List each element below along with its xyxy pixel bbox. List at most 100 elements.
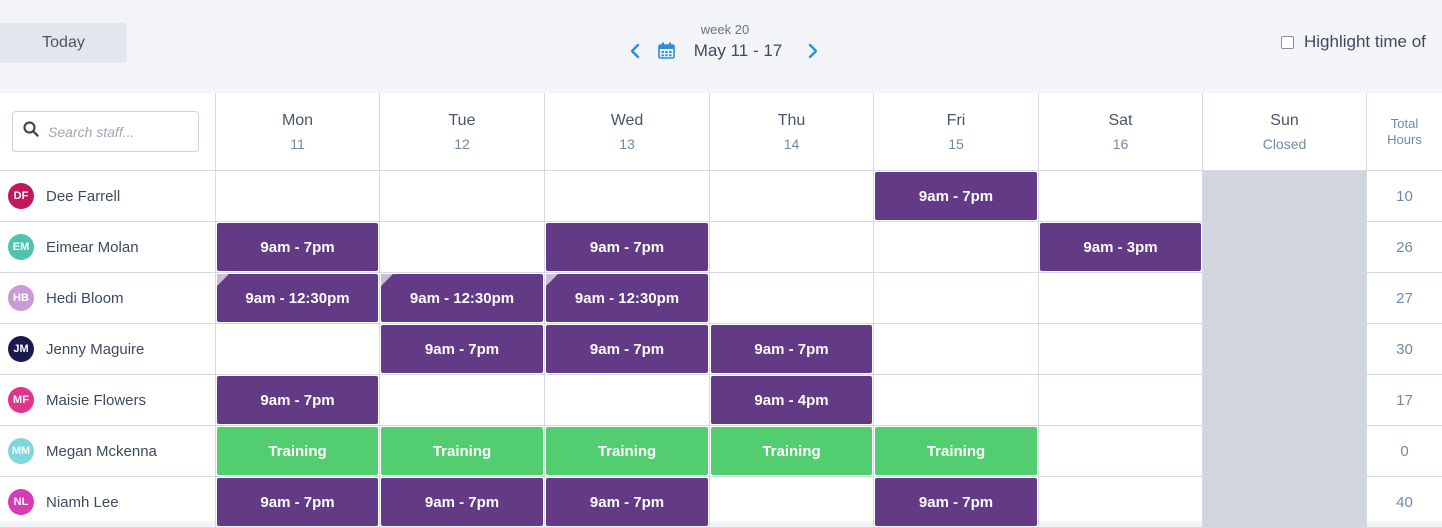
day-cell[interactable]: 9am - 7pm — [380, 324, 545, 375]
search-input[interactable] — [48, 123, 188, 140]
day-cell[interactable] — [380, 375, 545, 426]
staff-name-cell[interactable]: NL Niamh Lee — [0, 477, 216, 528]
day-cell[interactable] — [1039, 426, 1203, 477]
staff-name-cell[interactable]: MM Megan Mckenna — [0, 426, 216, 477]
day-cell[interactable] — [1039, 273, 1203, 324]
day-cell[interactable] — [874, 273, 1039, 324]
staff-name: Hedi Bloom — [46, 289, 124, 307]
day-cell[interactable] — [545, 375, 710, 426]
day-cell[interactable]: 9am - 7pm — [545, 222, 710, 273]
day-cell[interactable]: 9am - 7pm — [216, 375, 380, 426]
day-cell[interactable] — [1039, 375, 1203, 426]
day-cell[interactable] — [1039, 324, 1203, 375]
chevron-right-icon[interactable] — [804, 40, 822, 62]
day-cell[interactable] — [874, 375, 1039, 426]
day-cell[interactable] — [710, 273, 874, 324]
day-cell[interactable] — [545, 171, 710, 222]
day-cell[interactable] — [710, 171, 874, 222]
day-header-wed: Wed 13 — [545, 93, 710, 171]
shift-block[interactable]: 9am - 4pm — [711, 376, 872, 424]
shift-block[interactable]: 9am - 7pm — [381, 325, 543, 373]
chevron-left-icon[interactable] — [626, 40, 644, 62]
day-cell[interactable] — [874, 324, 1039, 375]
training-block[interactable]: Training — [546, 427, 708, 475]
day-number: 15 — [948, 135, 964, 152]
shift-label: 9am - 12:30pm — [409, 289, 515, 307]
day-cell[interactable]: 9am - 4pm — [710, 375, 874, 426]
day-cell[interactable]: 9am - 12:30pm — [216, 273, 380, 324]
shift-label: 9am - 7pm — [918, 187, 994, 205]
highlight-time-off-toggle[interactable]: Highlight time of — [1281, 32, 1426, 52]
day-cell[interactable]: Training — [545, 426, 710, 477]
date-range[interactable]: May 11 - 17 — [693, 41, 783, 60]
day-name: Thu — [777, 111, 806, 129]
staff-name: Eimear Molan — [46, 238, 139, 256]
day-number: 11 — [290, 135, 305, 152]
search-box[interactable] — [12, 111, 199, 152]
day-cell[interactable]: 9am - 7pm — [874, 477, 1039, 528]
staff-name-cell[interactable]: MF Maisie Flowers — [0, 375, 216, 426]
day-cell[interactable]: 9am - 7pm — [216, 222, 380, 273]
training-block[interactable]: Training — [217, 427, 378, 475]
day-cell[interactable]: 9am - 12:30pm — [545, 273, 710, 324]
staff-name: Niamh Lee — [46, 493, 119, 511]
day-number: 16 — [1112, 135, 1129, 152]
day-cell[interactable]: Training — [874, 426, 1039, 477]
shift-label: 9am - 7pm — [424, 493, 500, 511]
day-cell[interactable]: 9am - 7pm — [710, 324, 874, 375]
day-name: Tue — [448, 111, 476, 129]
day-cell[interactable]: Training — [710, 426, 874, 477]
day-cell[interactable] — [216, 171, 380, 222]
staff-row: MF Maisie Flowers 9am - 7pm 9am - 4pm 17 — [0, 375, 1442, 426]
shift-block[interactable]: 9am - 7pm — [546, 223, 708, 271]
shift-block[interactable]: 9am - 12:30pm — [381, 274, 543, 322]
shift-block[interactable]: 9am - 7pm — [217, 376, 378, 424]
day-cell[interactable] — [874, 222, 1039, 273]
staff-name-cell[interactable]: DF Dee Farrell — [0, 171, 216, 222]
shift-label: 9am - 7pm — [589, 340, 665, 358]
staff-name-cell[interactable]: JM Jenny Maguire — [0, 324, 216, 375]
shift-block[interactable]: 9am - 12:30pm — [217, 274, 378, 322]
partial-shift-corner — [381, 274, 393, 286]
today-button[interactable]: Today — [0, 23, 127, 63]
closed-day-cell — [1203, 426, 1367, 477]
day-cell[interactable]: Training — [216, 426, 380, 477]
shift-block[interactable]: 9am - 3pm — [1040, 223, 1201, 271]
day-cell[interactable] — [710, 477, 874, 528]
staff-name-cell[interactable]: EM Eimear Molan — [0, 222, 216, 273]
day-cell[interactable] — [380, 171, 545, 222]
day-cell[interactable] — [1039, 171, 1203, 222]
shift-block[interactable]: 9am - 7pm — [546, 325, 708, 373]
day-cell[interactable]: Training — [380, 426, 545, 477]
avatar: MF — [8, 387, 34, 413]
day-cell[interactable]: 9am - 7pm — [874, 171, 1039, 222]
staff-name: Maisie Flowers — [46, 391, 147, 409]
training-block[interactable]: Training — [381, 427, 543, 475]
day-cell[interactable] — [710, 222, 874, 273]
calendar-icon[interactable] — [658, 42, 675, 59]
day-cell[interactable]: 9am - 7pm — [545, 477, 710, 528]
day-cell[interactable] — [1039, 477, 1203, 528]
highlight-checkbox[interactable] — [1281, 35, 1294, 49]
staff-name-cell[interactable]: HB Hedi Bloom — [0, 273, 216, 324]
training-block[interactable]: Training — [711, 427, 872, 475]
shift-block[interactable]: 9am - 12:30pm — [546, 274, 708, 322]
day-cell[interactable]: 9am - 7pm — [545, 324, 710, 375]
day-cell[interactable]: 9am - 3pm — [1039, 222, 1203, 273]
training-block[interactable]: Training — [875, 427, 1037, 475]
shift-block[interactable]: 9am - 7pm — [711, 325, 872, 373]
day-name: Wed — [610, 111, 644, 129]
toolbar: Today week 20 May 11 - 17 Highlight time… — [0, 0, 1442, 93]
day-cell[interactable] — [216, 324, 380, 375]
shift-block[interactable]: 9am - 7pm — [875, 172, 1037, 220]
shift-block[interactable]: 9am - 7pm — [217, 478, 378, 526]
shift-block[interactable]: 9am - 7pm — [875, 478, 1037, 526]
shift-block[interactable]: 9am - 7pm — [217, 223, 378, 271]
shift-block[interactable]: 9am - 7pm — [381, 478, 543, 526]
day-cell[interactable] — [380, 222, 545, 273]
day-cell[interactable]: 9am - 7pm — [216, 477, 380, 528]
day-cell[interactable]: 9am - 12:30pm — [380, 273, 545, 324]
day-header-fri: Fri 15 — [874, 93, 1039, 171]
shift-block[interactable]: 9am - 7pm — [546, 478, 708, 526]
day-cell[interactable]: 9am - 7pm — [380, 477, 545, 528]
